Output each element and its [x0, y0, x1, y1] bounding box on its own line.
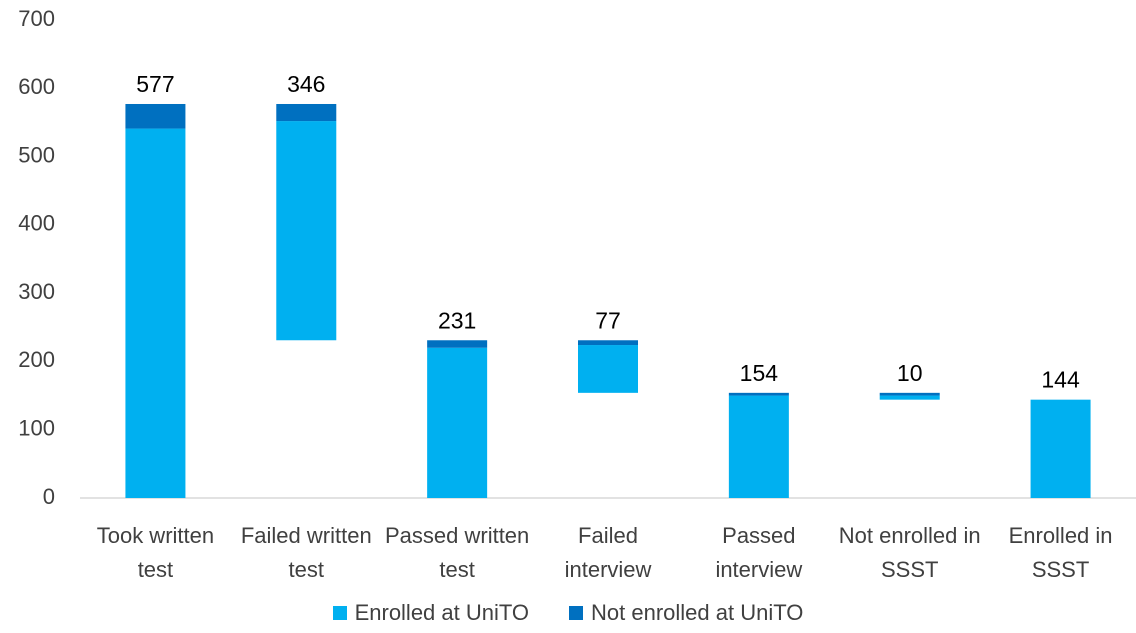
- bar-segment: [1030, 399, 1091, 498]
- bar-segment: [578, 340, 638, 346]
- data-label: 577: [136, 71, 174, 97]
- y-tick-label: 200: [18, 347, 55, 372]
- y-tick-label: 500: [18, 142, 55, 167]
- y-tick-label: 700: [18, 6, 55, 31]
- x-tick-label: Failed written test: [240, 523, 372, 582]
- bar-segment: [276, 121, 337, 341]
- bar-segment: [276, 103, 337, 122]
- x-tick-label: Passed written test: [384, 523, 530, 582]
- y-tick-label: 100: [18, 416, 55, 441]
- bar-segment: [125, 103, 186, 129]
- bar-segment: [728, 392, 789, 396]
- bar-segment: [125, 128, 186, 498]
- legend-item: Not enrolled at UniTO: [569, 600, 803, 626]
- x-tick-label: Enrolled in SSST: [1008, 523, 1113, 582]
- y-tick-label: 400: [18, 211, 55, 236]
- y-tick-label: 600: [18, 74, 55, 99]
- data-label: 346: [287, 71, 325, 97]
- y-tick-label: 0: [43, 484, 55, 509]
- legend-swatch: [332, 606, 347, 620]
- bar-segment: [427, 347, 488, 498]
- x-tick-label: Failed interview: [564, 523, 652, 582]
- legend: Enrolled at UniTO Not enrolled at UniTO: [0, 600, 1136, 626]
- data-label: 231: [438, 307, 476, 333]
- bar-segment: [427, 340, 488, 348]
- bar-segment: [879, 395, 940, 400]
- data-label: 77: [595, 307, 621, 333]
- legend-label: Enrolled at UniTO: [354, 600, 530, 625]
- data-label: 144: [1041, 367, 1080, 393]
- bar-segment: [578, 345, 638, 393]
- legend-swatch: [569, 606, 584, 620]
- legend-item: Enrolled at UniTO: [332, 600, 530, 626]
- bar-segment: [728, 395, 789, 498]
- data-label: 154: [740, 360, 779, 386]
- legend-label: Not enrolled at UniTO: [591, 600, 804, 625]
- data-label: 10: [897, 360, 923, 386]
- x-tick-label: Not enrolled in SSST: [838, 523, 981, 582]
- x-tick-label: Took written test: [96, 523, 215, 582]
- y-tick-label: 300: [18, 279, 55, 304]
- x-tick-label: Passed interview: [715, 523, 803, 582]
- bar-segment: [879, 392, 940, 396]
